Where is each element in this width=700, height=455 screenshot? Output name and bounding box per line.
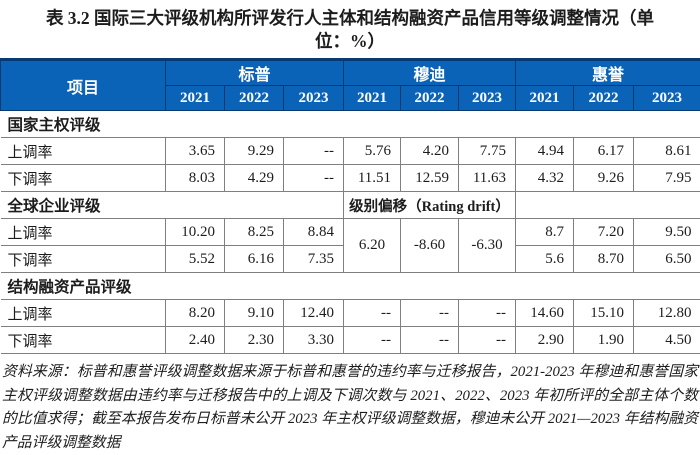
- cell-value: --: [459, 327, 516, 354]
- cell-value: 5.52: [166, 246, 225, 273]
- cell-value: 6.16: [225, 246, 284, 273]
- table-title: 表 3.2 国际三大评级机构所评发行人主体和结构融资产品信用等级调整情况（单 位…: [0, 0, 700, 53]
- cell-value: 4.32: [516, 165, 574, 192]
- header-agency-row: 项目 标普 穆迪 惠誉: [1, 60, 700, 86]
- row-label: 下调率: [1, 246, 166, 273]
- cell-value: --: [401, 300, 459, 327]
- section-row-corporate: 全球企业评级 级别偏移（Rating drift）: [1, 192, 700, 219]
- cell-value: 7.20: [574, 219, 634, 246]
- cell-value: 14.60: [516, 300, 574, 327]
- cell-value: 2.40: [166, 327, 225, 354]
- cell-value: 8.25: [225, 219, 284, 246]
- cell-value: 9.29: [225, 138, 284, 165]
- row-label: 上调率: [1, 138, 166, 165]
- cell-value: 5.6: [516, 246, 574, 273]
- row-label: 下调率: [1, 327, 166, 354]
- year-header-sp-2023: 2023: [284, 86, 344, 111]
- cell-value: 7.35: [284, 246, 344, 273]
- row-label: 上调率: [1, 300, 166, 327]
- cell-value: 9.26: [574, 165, 634, 192]
- cell-drift-value: 6.20: [344, 219, 401, 273]
- section-row-sovereign: 国家主权评级: [1, 111, 700, 138]
- cell-value: 3.30: [284, 327, 344, 354]
- cell-value: 1.90: [574, 327, 634, 354]
- cell-drift-value: -8.60: [401, 219, 459, 273]
- cell-value: 8.84: [284, 219, 344, 246]
- cell-value: 12.40: [284, 300, 344, 327]
- column-header-item: 项目: [1, 60, 166, 111]
- cell-value: 12.80: [634, 300, 700, 327]
- section-title-sovereign: 国家主权评级: [1, 111, 700, 138]
- cell-value: 8.70: [574, 246, 634, 273]
- cell-value: 8.7: [516, 219, 574, 246]
- cell-value: --: [344, 327, 401, 354]
- rating-adjustment-table: 项目 标普 穆迪 惠誉 2021 2022 2023 2021 2022 202…: [0, 58, 700, 354]
- year-header-moody-2022: 2022: [401, 86, 459, 111]
- cell-value: 6.50: [634, 246, 700, 273]
- column-header-moody: 穆迪: [344, 60, 516, 86]
- cell-value: 7.95: [634, 165, 700, 192]
- cell-value: 9.50: [634, 219, 700, 246]
- cell-value: --: [284, 165, 344, 192]
- section-title-corporate: 全球企业评级: [1, 192, 344, 219]
- cell-value: 4.29: [225, 165, 284, 192]
- cell-value: 4.50: [634, 327, 700, 354]
- cell-value: 4.20: [401, 138, 459, 165]
- cell-value: 4.94: [516, 138, 574, 165]
- cell-value: --: [344, 300, 401, 327]
- cell-drift-value: -6.30: [459, 219, 516, 273]
- section-row-structured: 结构融资产品评级: [1, 273, 700, 300]
- cell-value: 9.10: [225, 300, 284, 327]
- year-header-fitch-2022: 2022: [574, 86, 634, 111]
- cell-value: 5.76: [344, 138, 401, 165]
- table-title-line2: 位：%）: [0, 30, 700, 53]
- source-footnote: 资料来源：标普和惠誉评级调整数据来源于标普和惠誉的违约率与迁移报告，2021-2…: [2, 361, 698, 455]
- cell-value: 3.65: [166, 138, 225, 165]
- year-header-moody-2021: 2021: [344, 86, 401, 111]
- table-row-structured-down: 下调率 2.40 2.30 3.30 -- -- -- 2.90 1.90 4.…: [1, 327, 700, 354]
- section-empty-cell: [516, 192, 700, 219]
- cell-value: 11.63: [459, 165, 516, 192]
- year-header-fitch-2021: 2021: [516, 86, 574, 111]
- cell-value: --: [459, 300, 516, 327]
- year-header-fitch-2023: 2023: [634, 86, 700, 111]
- cell-value: --: [284, 138, 344, 165]
- table-row-sovereign-up: 上调率 3.65 9.29 -- 5.76 4.20 7.75 4.94 6.1…: [1, 138, 700, 165]
- cell-value: 2.90: [516, 327, 574, 354]
- cell-value: 10.20: [166, 219, 225, 246]
- year-header-sp-2022: 2022: [225, 86, 284, 111]
- section-title-structured: 结构融资产品评级: [1, 273, 700, 300]
- cell-value: 2.30: [225, 327, 284, 354]
- cell-value: 7.75: [459, 138, 516, 165]
- cell-value: 8.03: [166, 165, 225, 192]
- rating-drift-header: 级别偏移（Rating drift）: [344, 192, 516, 219]
- column-header-fitch: 惠誉: [516, 60, 700, 86]
- year-header-moody-2023: 2023: [459, 86, 516, 111]
- cell-value: 8.61: [634, 138, 700, 165]
- table-row-sovereign-down: 下调率 8.03 4.29 -- 11.51 12.59 11.63 4.32 …: [1, 165, 700, 192]
- table-row-structured-up: 上调率 8.20 9.10 12.40 -- -- -- 14.60 15.10…: [1, 300, 700, 327]
- cell-value: 8.20: [166, 300, 225, 327]
- row-label: 上调率: [1, 219, 166, 246]
- table-row-corporate-up: 上调率 10.20 8.25 8.84 6.20 -8.60 -6.30 8.7…: [1, 219, 700, 246]
- cell-value: 6.17: [574, 138, 634, 165]
- column-header-sp: 标普: [166, 60, 344, 86]
- cell-value: 11.51: [344, 165, 401, 192]
- row-label: 下调率: [1, 165, 166, 192]
- cell-value: --: [401, 327, 459, 354]
- table-title-line1: 表 3.2 国际三大评级机构所评发行人主体和结构融资产品信用等级调整情况（单: [0, 7, 700, 30]
- cell-value: 12.59: [401, 165, 459, 192]
- cell-value: 15.10: [574, 300, 634, 327]
- year-header-sp-2021: 2021: [166, 86, 225, 111]
